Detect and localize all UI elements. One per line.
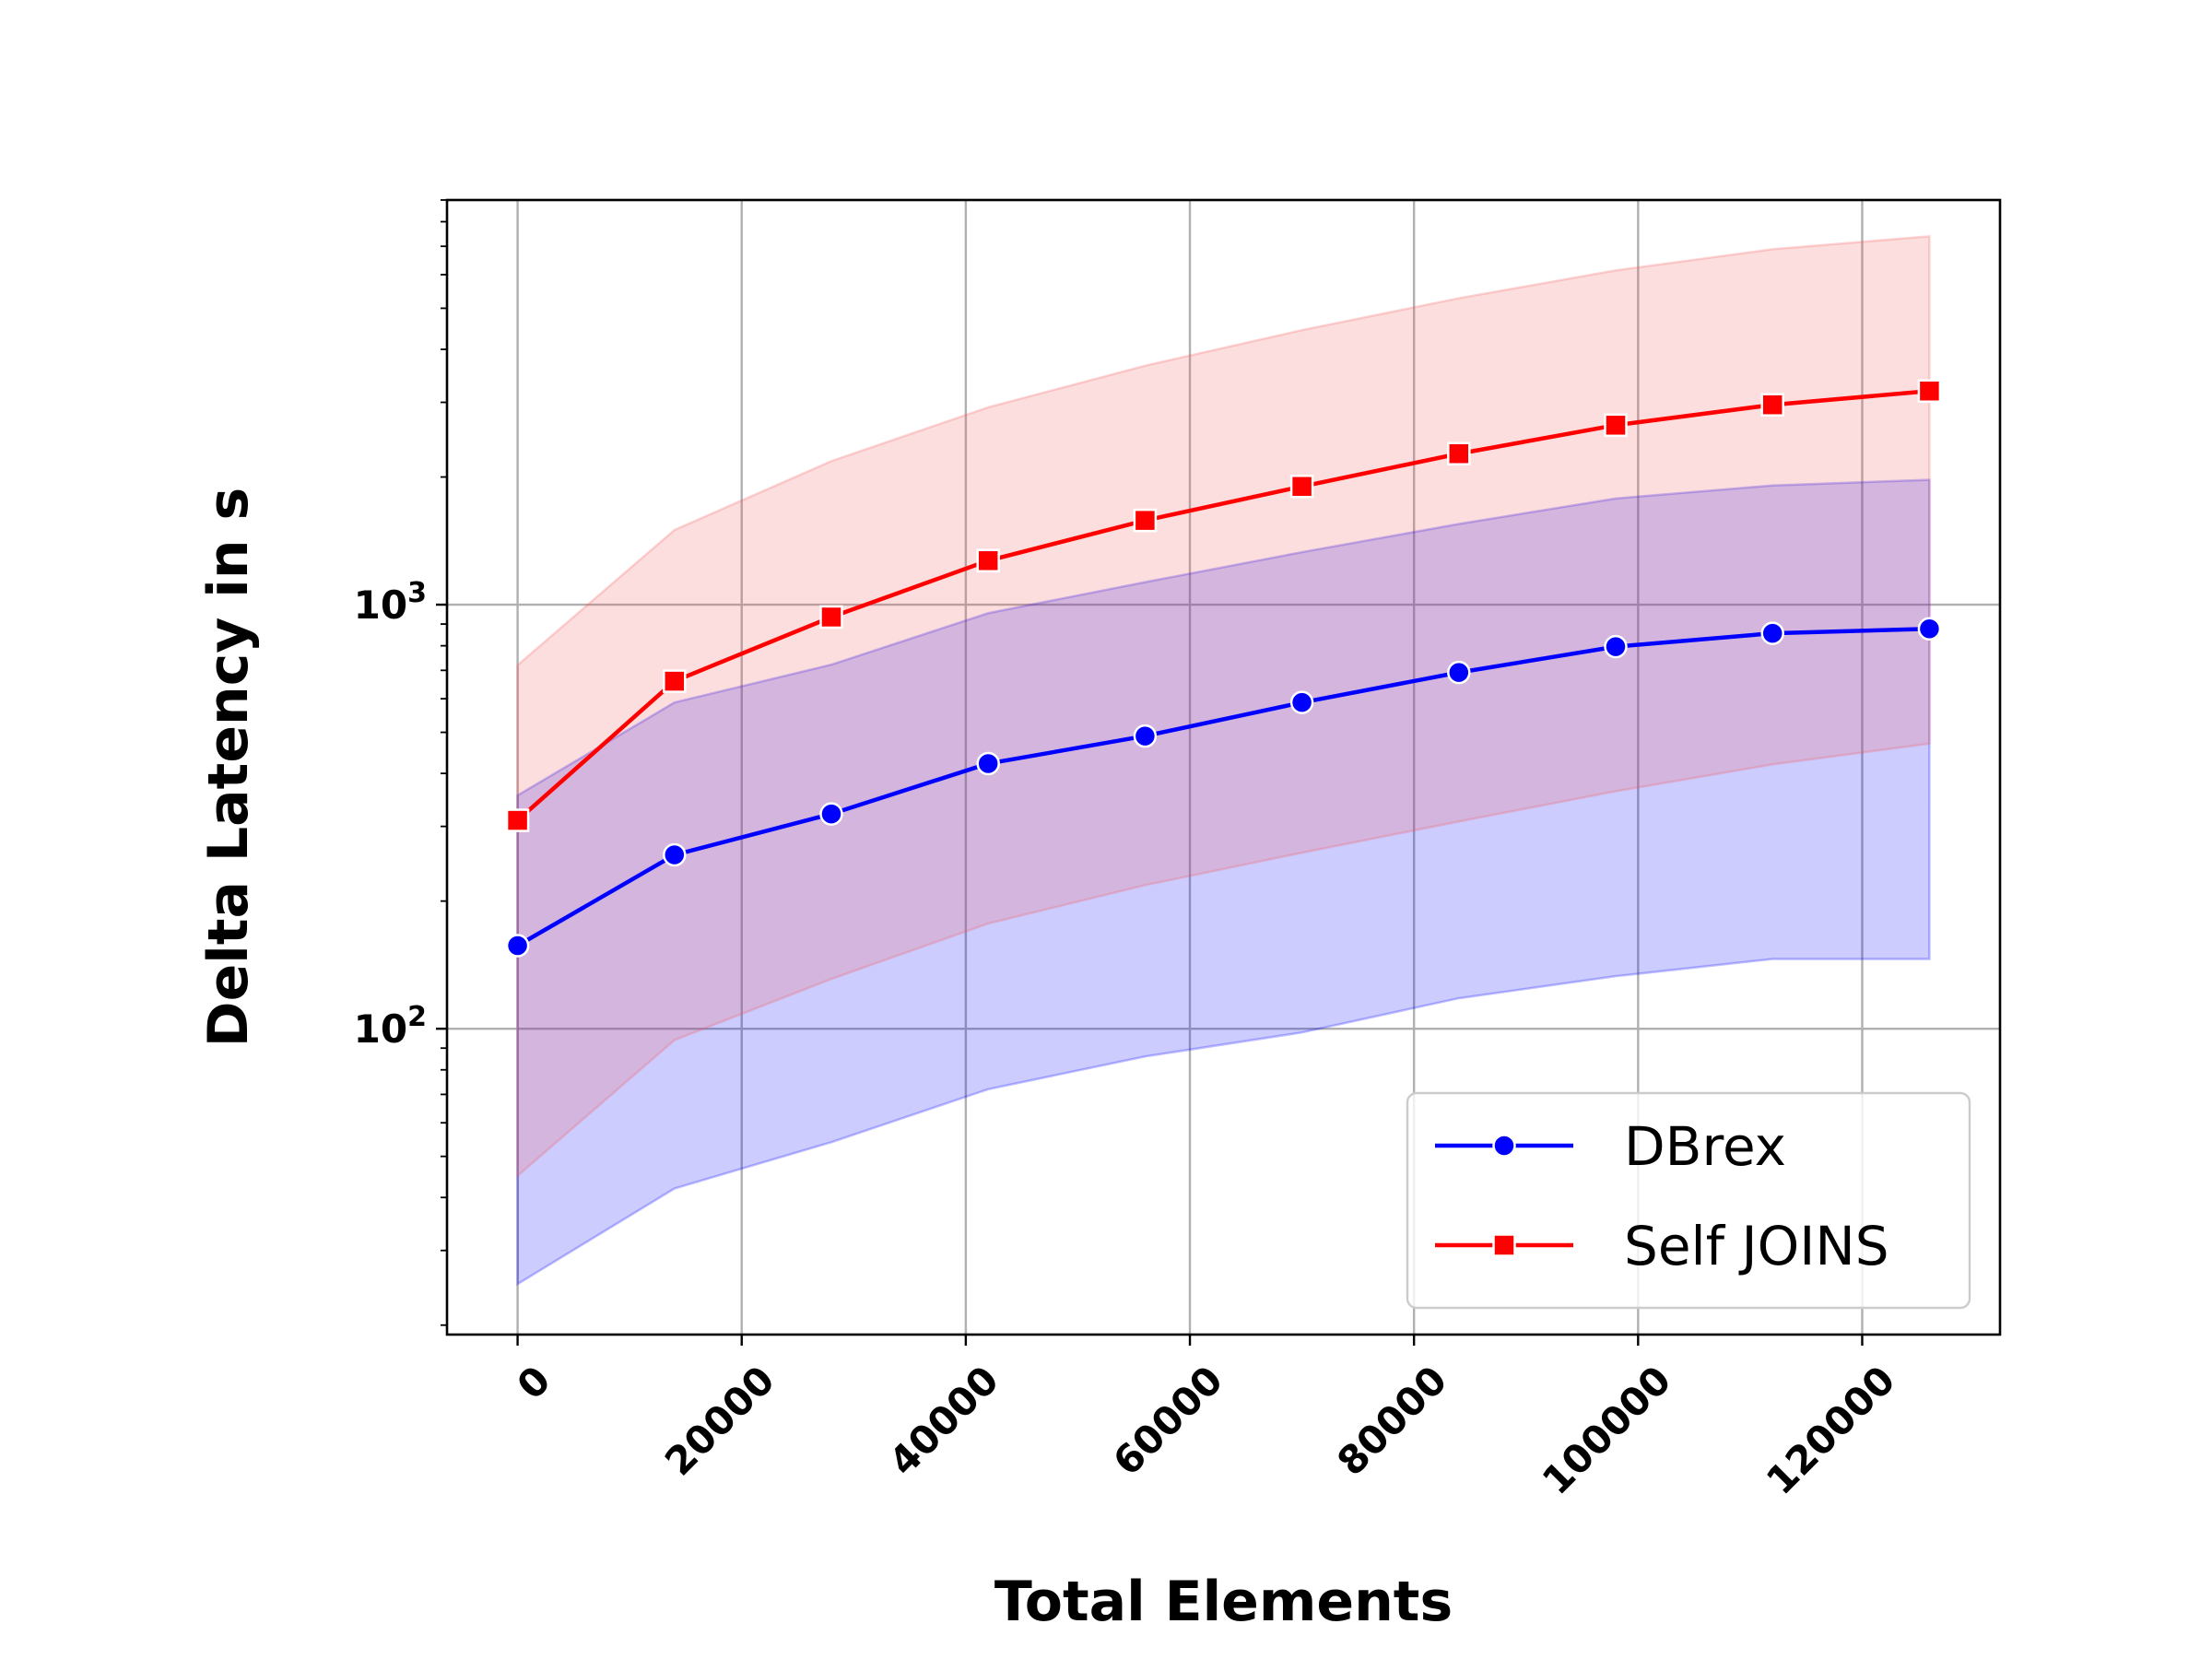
point-dbrex <box>663 842 687 867</box>
point-self-joins <box>1447 441 1471 465</box>
x-axis-title: Total Elements <box>994 1570 1453 1634</box>
y-tick-exponent: 3 <box>407 577 427 609</box>
legend-label-dbrex: DBrex <box>1624 1115 1786 1178</box>
point-dbrex <box>1447 660 1471 685</box>
x-tick-label: 80000 <box>1328 1357 1455 1484</box>
x-tick-label: 60000 <box>1104 1357 1231 1484</box>
band-self-joins <box>516 235 1931 1179</box>
point-dbrex <box>1289 690 1314 714</box>
y-tick-label: 102 <box>354 1001 427 1052</box>
point-dbrex <box>819 802 843 826</box>
axis-ticks <box>436 199 1864 1346</box>
point-self-joins <box>663 669 687 693</box>
confidence-bands <box>516 235 1931 1287</box>
legend-marker-self-joins <box>1492 1233 1516 1257</box>
plot-frame <box>445 198 2002 1336</box>
line-self-joins <box>516 389 1930 822</box>
y-tick-label: 103 <box>354 577 427 628</box>
y-tick-exponent: 2 <box>407 1001 427 1033</box>
point-self-joins <box>1917 379 1942 404</box>
point-dbrex <box>1760 621 1784 645</box>
point-self-joins <box>976 548 1000 573</box>
x-tick-label: 120000 <box>1758 1357 1904 1503</box>
legend-label-self-joins: Self JOINS <box>1624 1215 1889 1277</box>
series-markers <box>505 379 1942 958</box>
point-dbrex <box>1133 724 1158 748</box>
line-dbrex <box>516 627 1930 947</box>
point-dbrex <box>505 934 530 958</box>
y-tick-base: 10 <box>354 1006 407 1052</box>
point-dbrex <box>1917 617 1942 641</box>
series-lines <box>516 389 1930 947</box>
band-dbrex <box>516 478 1931 1287</box>
legend: DBrex Self JOINS <box>1406 1091 1971 1310</box>
x-tick-labels: 0 20000 40000 60000 80000 100000 120000 <box>508 1357 1903 1503</box>
point-self-joins <box>819 605 843 629</box>
legend-marker-dbrex <box>1492 1134 1516 1158</box>
point-self-joins <box>505 808 530 832</box>
grid <box>447 200 2000 1335</box>
x-tick-label: 0 <box>508 1357 559 1407</box>
point-self-joins <box>1289 475 1314 499</box>
y-tick-base: 10 <box>354 582 407 628</box>
y-axis-title: Delta Latency in s <box>196 488 261 1047</box>
x-tick-label: 20000 <box>656 1357 783 1484</box>
point-self-joins <box>1133 508 1158 533</box>
point-self-joins <box>1760 393 1784 417</box>
point-self-joins <box>1604 413 1628 438</box>
point-dbrex <box>976 751 1000 776</box>
x-tick-label: 40000 <box>880 1357 1007 1484</box>
x-tick-label: 100000 <box>1534 1357 1680 1503</box>
point-dbrex <box>1604 634 1628 659</box>
